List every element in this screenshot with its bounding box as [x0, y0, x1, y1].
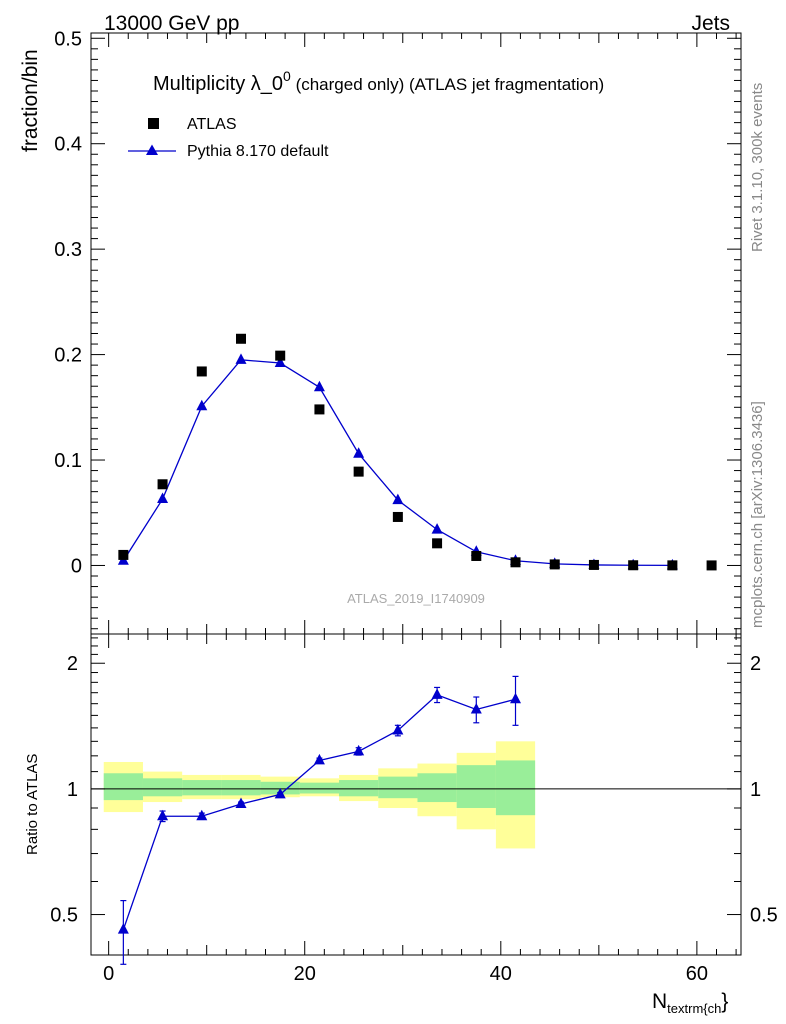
atlas-point	[667, 560, 678, 571]
ratio-point	[235, 797, 247, 809]
pythia-point	[235, 353, 247, 364]
band-inner-bin	[103, 773, 143, 801]
x-axis-label-subscript: textrm{ch	[667, 1001, 721, 1016]
ratio-tick-label-right: 2	[750, 653, 761, 675]
atlas-point	[353, 466, 364, 477]
band-inner-bin	[495, 760, 536, 816]
ratio-tick-label-left: 1	[67, 779, 78, 801]
atlas-point	[628, 560, 639, 571]
header-jets-label: Jets	[691, 12, 730, 35]
atlas-point	[275, 350, 286, 361]
ratio-point	[353, 744, 365, 756]
y-tick-label: 0.1	[54, 450, 82, 472]
band-inner-bin	[378, 776, 418, 799]
x-axis-label-main: N	[652, 990, 667, 1013]
ratio-tick-label-left: 0.5	[50, 905, 78, 927]
ratio-point	[510, 692, 522, 704]
legend-atlas-label: ATLAS	[187, 116, 237, 133]
band-inner-bin	[142, 778, 183, 797]
pythia-point	[157, 492, 169, 504]
y-axis-label-main: fraction/bin	[19, 49, 42, 152]
plot-title-superscript: 0	[283, 68, 291, 84]
pythia-line	[122, 359, 673, 567]
atlas-point	[118, 549, 129, 560]
plot-title-subtitle: (charged only) (ATLAS jet fragmentation)	[291, 75, 604, 94]
plot-title-main: Multiplicity λ_0	[153, 73, 283, 95]
x-tick-label: 20	[294, 963, 316, 985]
y-tick-label: 0.4	[54, 134, 82, 156]
axes-frames	[90, 32, 742, 956]
x-axis-label: Ntextrm{ch}	[652, 990, 728, 1016]
ratio-tick-label-right: 1	[750, 779, 761, 801]
ratio-point	[470, 702, 482, 714]
pythia-point	[431, 523, 443, 534]
ratio-point	[392, 724, 404, 735]
legend-atlas-marker	[148, 118, 159, 129]
pythia-series	[117, 353, 678, 570]
side-rivet-label: Rivet 3.1.10, 300k events	[749, 83, 766, 252]
pythia-point	[313, 380, 325, 392]
ratio-tick-label-right: 0.5	[750, 905, 778, 927]
y-tick-label: 0.5	[54, 28, 82, 50]
y-tick-label: 0	[71, 555, 82, 577]
header-energy-label: 13000 GeV pp	[104, 12, 239, 35]
ratio-point	[117, 923, 129, 934]
ratio-point	[274, 787, 286, 799]
plot-title: Multiplicity λ_00 (charged only) (ATLAS …	[153, 68, 604, 95]
band-inner-bin	[456, 765, 496, 808]
ratio-series	[117, 675, 522, 965]
atlas-point	[196, 366, 207, 377]
atlas-series	[118, 333, 717, 571]
ratio-point	[196, 809, 208, 821]
band-inner-bin	[299, 782, 340, 794]
y-tick-label: 0.2	[54, 345, 82, 367]
atlas-point	[392, 511, 403, 522]
pythia-point	[196, 399, 208, 411]
band-inner-bin	[182, 780, 222, 796]
pythia-point	[353, 447, 365, 458]
x-tick-label: 0	[103, 963, 114, 985]
pythia-point	[392, 493, 404, 505]
x-tick-label: 60	[686, 963, 708, 985]
ratio-point	[431, 688, 443, 699]
ratio-point	[157, 809, 169, 821]
atlas-point	[314, 404, 325, 415]
ratio-uncertainty-bands	[103, 741, 536, 849]
y-tick-label: 0.3	[54, 239, 82, 261]
atlas-point	[471, 550, 482, 561]
tick-labels: 0 20 40 60 0 0.1 0.2 0.3 0.4 0.5 0.5 0.5 1 1 2 2	[50, 28, 778, 985]
atlas-point	[236, 333, 246, 344]
ratio-tick-label-left: 2	[67, 653, 78, 675]
legend-pythia-label: Pythia 8.170 default	[187, 143, 329, 160]
x-tick-label: 40	[490, 963, 512, 985]
atlas-point	[588, 559, 599, 570]
band-inner-bin	[339, 780, 379, 797]
analysis-watermark: ATLAS_2019_I1740909	[347, 591, 485, 606]
band-inner-bin	[417, 773, 457, 803]
x-axis-label-close: }	[721, 990, 728, 1013]
band-inner-bin	[221, 780, 261, 796]
y-axis-label-ratio: Ratio to ATLAS	[24, 754, 41, 855]
side-mcplots-label: mcplots.cern.ch [arXiv:1306.3436]	[749, 401, 766, 628]
ratio-plot-frame	[90, 633, 742, 956]
legend-pythia-marker	[146, 144, 158, 155]
atlas-point	[706, 560, 717, 571]
atlas-point	[549, 559, 560, 570]
atlas-point	[510, 557, 521, 568]
atlas-point	[157, 479, 168, 490]
ratio-point	[313, 753, 325, 765]
pythia-point	[274, 356, 286, 368]
atlas-point	[432, 538, 443, 549]
